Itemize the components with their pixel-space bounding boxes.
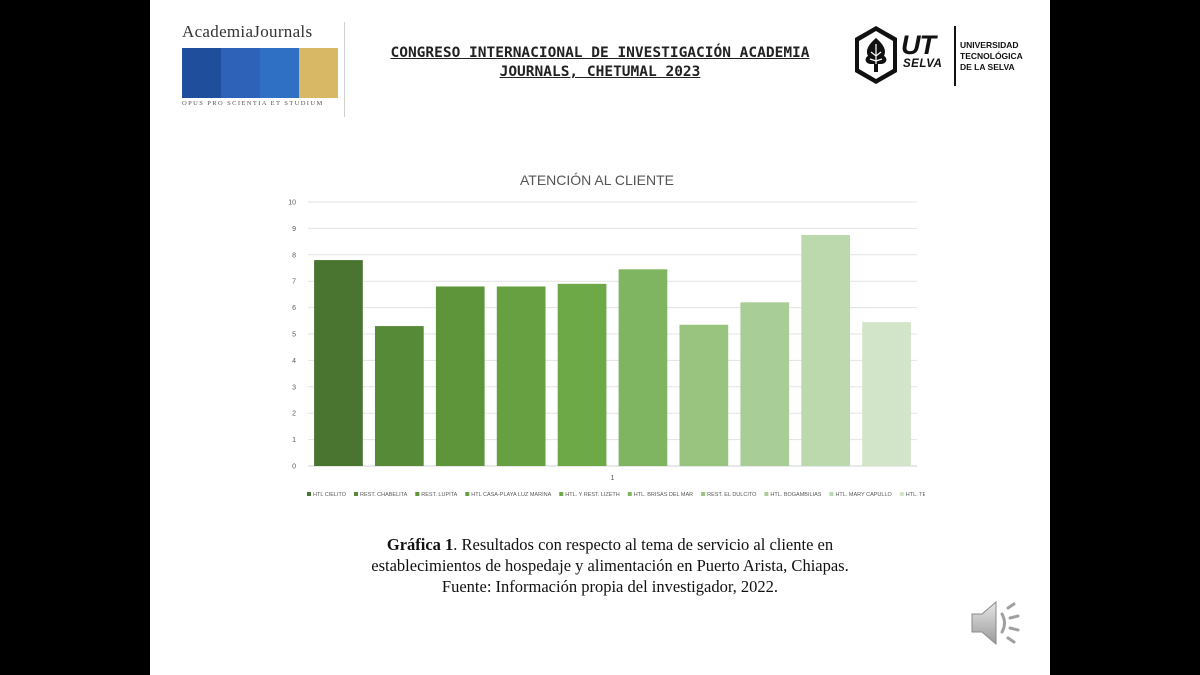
legend-swatch xyxy=(899,492,904,496)
congress-title-line2: JOURNALS, CHETUMAL 2023 xyxy=(499,64,701,80)
academia-journals-logo: AcademiaJournals OPUS PRO SCIENTIA ET ST… xyxy=(180,18,340,118)
ut-selva-text: SELVA xyxy=(903,58,943,70)
bar xyxy=(374,326,424,466)
legend-swatch xyxy=(559,492,564,496)
bar xyxy=(801,235,851,466)
legend-entry: HTL. MARY CAPULLO xyxy=(835,492,892,498)
academia-journals-wordmark: AcademiaJournals xyxy=(182,22,313,41)
ut-mark: UT xyxy=(901,30,936,60)
speaker-icon[interactable] xyxy=(968,594,1028,652)
legend-entry: REST. EL DULCITO xyxy=(707,492,757,498)
logo-color-bar xyxy=(221,48,260,98)
chart-y-tick-labels: 0 1 2 3 4 5 6 7 8 9 10 xyxy=(288,200,296,471)
bar xyxy=(435,286,485,466)
bar xyxy=(862,322,911,466)
chart-bars xyxy=(314,235,911,466)
chart-legend: HTL CIELITO REST. CHABELITA REST. LUPITA HT… xyxy=(307,492,925,498)
y-tick-label: 10 xyxy=(288,200,296,207)
legend-swatch xyxy=(465,492,470,496)
y-tick-label: 4 xyxy=(292,358,296,365)
academia-journals-color-bars xyxy=(182,48,338,98)
legend-swatch xyxy=(354,492,359,496)
caption-line1: Gráfica 1. Resultados con respecto al te… xyxy=(330,534,890,555)
legend-entry: HTL. TEVIN xyxy=(906,492,925,498)
header-divider xyxy=(344,22,345,117)
y-tick-label: 1 xyxy=(292,437,296,444)
caption-label: Gráfica 1 xyxy=(386,535,454,554)
ut-name-line1: UNIVERSIDAD xyxy=(960,40,1019,50)
bar-chart: ATENCIÓN AL CLIENTE 0 1 2 3 4 5 6 7 8 9 10 1 HTL C… xyxy=(288,172,925,498)
legend-swatch xyxy=(627,492,632,496)
y-tick-label: 0 xyxy=(292,464,296,471)
ut-selva-logo: UT SELVA UNIVERSIDAD TECNOLÓGICA DE LA S… xyxy=(853,24,1033,90)
logo-color-bar xyxy=(182,48,221,98)
legend-entry: HTL. Y REST. LIZETH xyxy=(565,492,620,498)
ut-name-line2: TECNOLÓGICA xyxy=(960,51,1023,61)
legend-entry: REST. LUPITA xyxy=(421,492,457,498)
logo-color-bar xyxy=(260,48,299,98)
legend-swatch xyxy=(764,492,769,496)
legend-entry: HTL CASA-PLAYA LUZ MARINA xyxy=(471,492,551,498)
caption-line3: Fuente: Información propia del investiga… xyxy=(441,577,779,596)
congress-title-line1: CONGRESO INTERNACIONAL DE INVESTIGACIÓN … xyxy=(390,45,810,61)
caption-line2: establecimientos de hospedaje y alimenta… xyxy=(371,556,849,575)
bar xyxy=(557,283,607,466)
logo-color-bar xyxy=(299,48,338,98)
y-tick-label: 9 xyxy=(292,226,296,233)
y-tick-label: 7 xyxy=(292,279,296,286)
bar xyxy=(618,269,668,466)
chart-x-tick-labels: 1 xyxy=(611,475,615,482)
y-tick-label: 2 xyxy=(292,411,296,418)
caption-line1-text: . Resultados con respecto al tema de ser… xyxy=(453,535,834,554)
ut-tree-emblem-icon xyxy=(855,26,897,84)
ut-name-line3: DE LA SELVA xyxy=(960,62,1015,72)
legend-entry: HTL. BOGAMBILIAS xyxy=(770,492,821,498)
y-tick-label: 3 xyxy=(292,384,296,391)
ut-divider xyxy=(954,26,956,86)
legend-entry: HTL CIELITO xyxy=(313,492,347,498)
congress-title: CONGRESO INTERNACIONAL DE INVESTIGACIÓN … xyxy=(360,44,840,82)
legend-entry: HTL. BRISAS DEL MAR xyxy=(634,492,693,498)
ut-university-name: UNIVERSIDAD TECNOLÓGICA DE LA SELVA xyxy=(960,40,1023,73)
figure-caption: Gráfica 1. Resultados con respecto al te… xyxy=(330,534,890,597)
y-tick-label: 6 xyxy=(292,305,296,312)
x-tick-label: 1 xyxy=(611,475,615,482)
legend-entry: REST. CHABELITA xyxy=(360,492,408,498)
chart-title: ATENCIÓN AL CLIENTE xyxy=(520,172,674,188)
bar xyxy=(314,260,363,466)
slide: AcademiaJournals OPUS PRO SCIENTIA ET ST… xyxy=(150,0,1050,675)
bar xyxy=(740,302,790,466)
bar xyxy=(679,324,729,466)
legend-swatch xyxy=(701,492,706,496)
legend-swatch xyxy=(415,492,420,496)
y-tick-label: 8 xyxy=(292,252,296,259)
legend-swatch xyxy=(829,492,834,496)
bar xyxy=(496,286,546,466)
academia-journals-motto: OPUS PRO SCIENTIA ET STUDIUM xyxy=(182,100,324,107)
legend-swatch xyxy=(307,492,311,496)
y-tick-label: 5 xyxy=(292,332,296,339)
